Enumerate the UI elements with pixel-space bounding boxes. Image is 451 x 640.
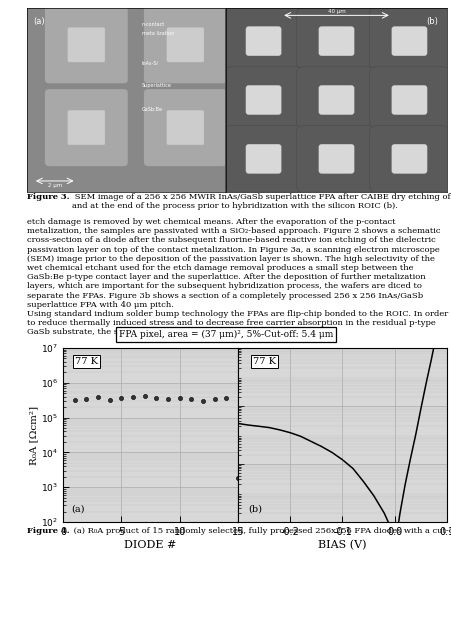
FancyBboxPatch shape xyxy=(45,89,128,166)
FancyBboxPatch shape xyxy=(391,26,426,56)
FancyBboxPatch shape xyxy=(318,26,354,56)
Text: Superlattice: Superlattice xyxy=(142,83,171,88)
FancyBboxPatch shape xyxy=(245,144,281,173)
Text: GaSb:Be: GaSb:Be xyxy=(142,107,162,112)
Text: meta lization: meta lization xyxy=(142,31,174,36)
Text: (a) R₀A product of 15 randomly selected, fully processed 256x256 FPA diodes with: (a) R₀A product of 15 randomly selected,… xyxy=(71,527,451,535)
FancyBboxPatch shape xyxy=(143,89,226,166)
FancyBboxPatch shape xyxy=(391,85,426,115)
FancyBboxPatch shape xyxy=(223,67,303,133)
FancyBboxPatch shape xyxy=(223,8,303,74)
FancyBboxPatch shape xyxy=(369,125,448,192)
FancyBboxPatch shape xyxy=(245,26,281,56)
Text: FPA pixel, area = (37 μm)², 5%-Cut-off: 5.4 μm: FPA pixel, area = (37 μm)², 5%-Cut-off: … xyxy=(119,330,332,339)
Text: (b): (b) xyxy=(425,17,437,26)
Text: (a): (a) xyxy=(33,17,45,26)
FancyBboxPatch shape xyxy=(68,110,105,145)
FancyBboxPatch shape xyxy=(369,8,448,74)
Text: 40 μm: 40 μm xyxy=(327,8,345,13)
FancyBboxPatch shape xyxy=(318,144,354,173)
Text: 2 μm: 2 μm xyxy=(47,184,62,188)
Text: Figure 3.: Figure 3. xyxy=(27,193,69,201)
FancyBboxPatch shape xyxy=(369,67,448,133)
Text: etch damage is removed by wet chemical means. After the evaporation of the p-con: etch damage is removed by wet chemical m… xyxy=(27,218,447,337)
Text: SEM image of a 256 x 256 MWIR InAs/GaSb superlattice FPA after CAIBE dry etching: SEM image of a 256 x 256 MWIR InAs/GaSb … xyxy=(72,193,451,210)
X-axis label: DIODE #: DIODE # xyxy=(124,540,176,550)
FancyBboxPatch shape xyxy=(318,85,354,115)
Text: (b): (b) xyxy=(248,504,262,513)
FancyBboxPatch shape xyxy=(45,6,128,83)
FancyBboxPatch shape xyxy=(391,144,426,173)
Text: n-contact: n-contact xyxy=(142,22,165,27)
Text: (a): (a) xyxy=(72,504,85,513)
Text: 77 K: 77 K xyxy=(252,356,275,365)
Y-axis label: R₀A [Ωcm²]: R₀A [Ωcm²] xyxy=(29,405,38,465)
FancyBboxPatch shape xyxy=(68,28,105,62)
FancyBboxPatch shape xyxy=(296,67,375,133)
Text: Figure 4.: Figure 4. xyxy=(27,527,69,535)
FancyBboxPatch shape xyxy=(166,110,203,145)
Text: InAs-Si: InAs-Si xyxy=(142,61,158,66)
FancyBboxPatch shape xyxy=(166,28,203,62)
FancyBboxPatch shape xyxy=(296,125,375,192)
FancyBboxPatch shape xyxy=(223,125,303,192)
FancyBboxPatch shape xyxy=(245,85,281,115)
FancyBboxPatch shape xyxy=(296,8,375,74)
X-axis label: BIAS (V): BIAS (V) xyxy=(318,540,366,550)
Text: 77 K: 77 K xyxy=(75,356,98,365)
FancyBboxPatch shape xyxy=(143,6,226,83)
